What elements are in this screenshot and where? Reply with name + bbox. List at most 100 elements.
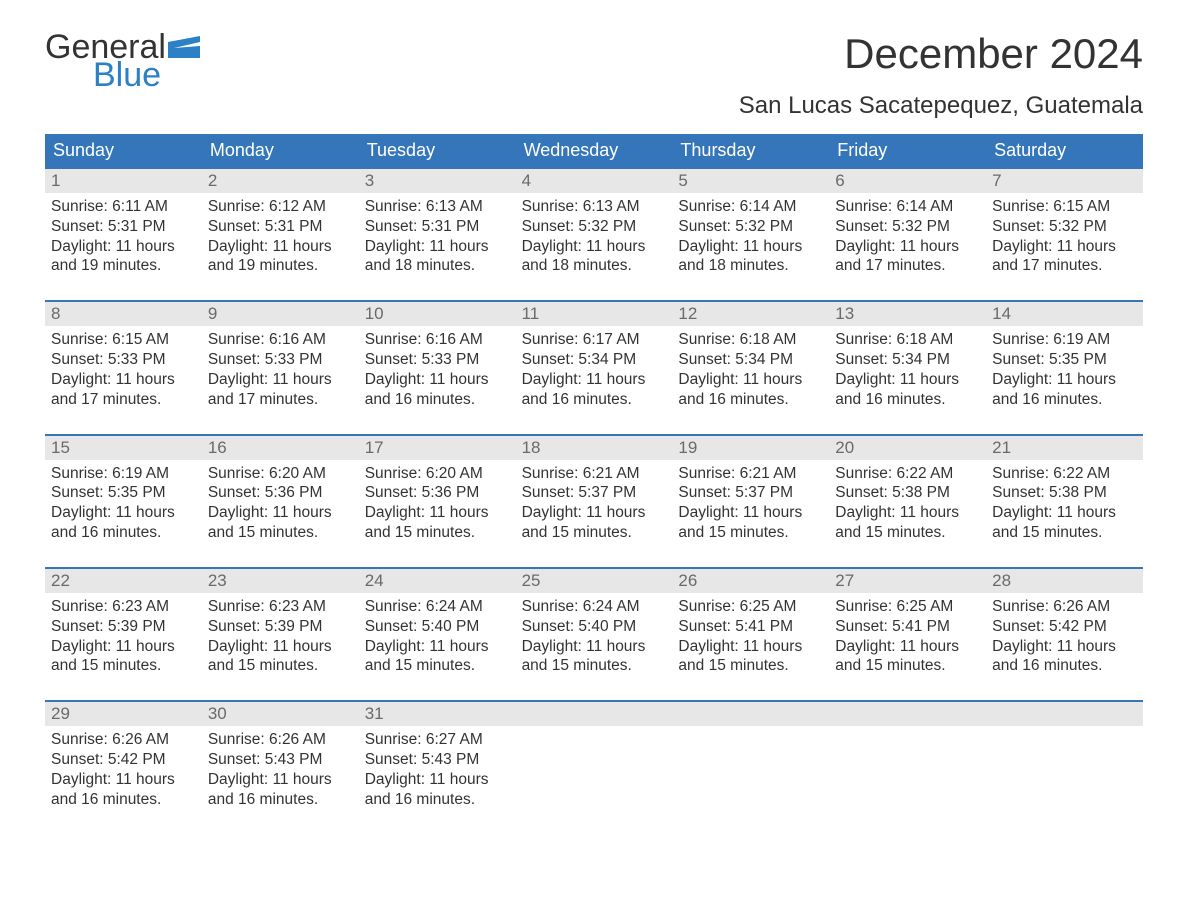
day-body [986,726,1143,730]
day-body: Sunrise: 6:15 AMSunset: 5:32 PMDaylight:… [986,193,1143,276]
calendar-day: 9Sunrise: 6:16 AMSunset: 5:33 PMDaylight… [202,302,359,417]
day-sunrise: Sunrise: 6:26 AM [992,597,1137,617]
day-number: 10 [359,302,516,326]
day-d1: Daylight: 11 hours [208,370,353,390]
day-sunset: Sunset: 5:35 PM [51,483,196,503]
day-body: Sunrise: 6:13 AMSunset: 5:31 PMDaylight:… [359,193,516,276]
day-sunset: Sunset: 5:37 PM [678,483,823,503]
day-d2: and 17 minutes. [51,390,196,410]
calendar-day: 26Sunrise: 6:25 AMSunset: 5:41 PMDayligh… [672,569,829,684]
day-d2: and 16 minutes. [208,790,353,810]
day-number: 9 [202,302,359,326]
day-sunset: Sunset: 5:34 PM [678,350,823,370]
brand-logo: General Blue [45,30,200,92]
day-sunset: Sunset: 5:43 PM [365,750,510,770]
calendar-day: 16Sunrise: 6:20 AMSunset: 5:36 PMDayligh… [202,436,359,551]
day-sunset: Sunset: 5:32 PM [678,217,823,237]
calendar-week: 29Sunrise: 6:26 AMSunset: 5:42 PMDayligh… [45,700,1143,817]
calendar-week: 1Sunrise: 6:11 AMSunset: 5:31 PMDaylight… [45,167,1143,284]
day-sunset: Sunset: 5:38 PM [992,483,1137,503]
day-sunset: Sunset: 5:34 PM [522,350,667,370]
day-sunrise: Sunrise: 6:26 AM [51,730,196,750]
day-sunrise: Sunrise: 6:20 AM [208,464,353,484]
day-number: 8 [45,302,202,326]
calendar-day: 14Sunrise: 6:19 AMSunset: 5:35 PMDayligh… [986,302,1143,417]
calendar-day: 18Sunrise: 6:21 AMSunset: 5:37 PMDayligh… [516,436,673,551]
day-sunrise: Sunrise: 6:26 AM [208,730,353,750]
day-d2: and 16 minutes. [992,390,1137,410]
day-d2: and 16 minutes. [992,656,1137,676]
title-block: December 2024 San Lucas Sacatepequez, Gu… [739,30,1143,120]
day-number [986,702,1143,726]
day-sunrise: Sunrise: 6:14 AM [678,197,823,217]
day-d1: Daylight: 11 hours [208,770,353,790]
day-sunrise: Sunrise: 6:23 AM [208,597,353,617]
day-d2: and 15 minutes. [522,656,667,676]
day-sunset: Sunset: 5:32 PM [992,217,1137,237]
calendar-day: 2Sunrise: 6:12 AMSunset: 5:31 PMDaylight… [202,169,359,284]
day-number: 12 [672,302,829,326]
day-body: Sunrise: 6:14 AMSunset: 5:32 PMDaylight:… [829,193,986,276]
day-sunrise: Sunrise: 6:15 AM [51,330,196,350]
day-sunrise: Sunrise: 6:18 AM [835,330,980,350]
day-body: Sunrise: 6:26 AMSunset: 5:43 PMDaylight:… [202,726,359,809]
day-d2: and 15 minutes. [208,656,353,676]
calendar-week: 15Sunrise: 6:19 AMSunset: 5:35 PMDayligh… [45,434,1143,551]
day-sunset: Sunset: 5:35 PM [992,350,1137,370]
day-d1: Daylight: 11 hours [678,237,823,257]
day-sunrise: Sunrise: 6:20 AM [365,464,510,484]
day-body: Sunrise: 6:25 AMSunset: 5:41 PMDaylight:… [672,593,829,676]
day-number: 15 [45,436,202,460]
day-body: Sunrise: 6:22 AMSunset: 5:38 PMDaylight:… [986,460,1143,543]
day-sunrise: Sunrise: 6:21 AM [522,464,667,484]
day-body: Sunrise: 6:20 AMSunset: 5:36 PMDaylight:… [202,460,359,543]
day-number [516,702,673,726]
day-d2: and 16 minutes. [522,390,667,410]
calendar-day: 15 Sunrise: 6:19 AMSunset: 5:35 PMDayligh… [45,436,202,551]
day-d1: Daylight: 11 hours [678,370,823,390]
day-number: 31 [359,702,516,726]
day-sunrise: Sunrise: 6:21 AM [678,464,823,484]
calendar-day [986,702,1143,817]
day-number [829,702,986,726]
dow-friday: Friday [829,134,986,167]
day-d1: Daylight: 11 hours [208,503,353,523]
day-sunrise: Sunrise: 6:24 AM [522,597,667,617]
day-sunrise: Sunrise: 6:19 AM [51,464,196,484]
day-number: 1 [45,169,202,193]
day-number: 22 [45,569,202,593]
day-sunrise: Sunrise: 6:13 AM [365,197,510,217]
day-number: 18 [516,436,673,460]
calendar-day: 12Sunrise: 6:18 AMSunset: 5:34 PMDayligh… [672,302,829,417]
day-d1: Daylight: 11 hours [365,770,510,790]
day-d1: Daylight: 11 hours [522,503,667,523]
day-body: Sunrise: 6:20 AMSunset: 5:36 PMDaylight:… [359,460,516,543]
day-body: Sunrise: 6:17 AMSunset: 5:34 PMDaylight:… [516,326,673,409]
calendar-day: 10Sunrise: 6:16 AMSunset: 5:33 PMDayligh… [359,302,516,417]
day-d1: Daylight: 11 hours [51,237,196,257]
calendar-day: 7Sunrise: 6:15 AMSunset: 5:32 PMDaylight… [986,169,1143,284]
weeks-container: 1Sunrise: 6:11 AMSunset: 5:31 PMDaylight… [45,167,1143,818]
day-d2: and 18 minutes. [522,256,667,276]
day-d2: and 16 minutes. [678,390,823,410]
day-body: Sunrise: 6:26 AMSunset: 5:42 PMDaylight:… [986,593,1143,676]
calendar-day: 4Sunrise: 6:13 AMSunset: 5:32 PMDaylight… [516,169,673,284]
day-d2: and 15 minutes. [835,523,980,543]
day-d1: Daylight: 11 hours [992,237,1137,257]
day-number: 13 [829,302,986,326]
day-body: Sunrise: 6:11 AMSunset: 5:31 PMDaylight:… [45,193,202,276]
calendar-day: 6Sunrise: 6:14 AMSunset: 5:32 PMDaylight… [829,169,986,284]
day-sunrise: Sunrise: 6:16 AM [208,330,353,350]
day-number: 2 [202,169,359,193]
calendar-day: 24Sunrise: 6:24 AMSunset: 5:40 PMDayligh… [359,569,516,684]
day-body: Sunrise: 6:12 AMSunset: 5:31 PMDaylight:… [202,193,359,276]
day-body: Sunrise: 6:23 AMSunset: 5:39 PMDaylight:… [45,593,202,676]
day-d1: Daylight: 11 hours [51,503,196,523]
day-body [672,726,829,730]
day-number: 14 [986,302,1143,326]
day-d1: Daylight: 11 hours [51,770,196,790]
header: General Blue December 2024 San Lucas Sac… [45,30,1143,120]
day-sunrise: Sunrise: 6:12 AM [208,197,353,217]
day-d2: and 16 minutes. [365,390,510,410]
day-d1: Daylight: 11 hours [365,637,510,657]
